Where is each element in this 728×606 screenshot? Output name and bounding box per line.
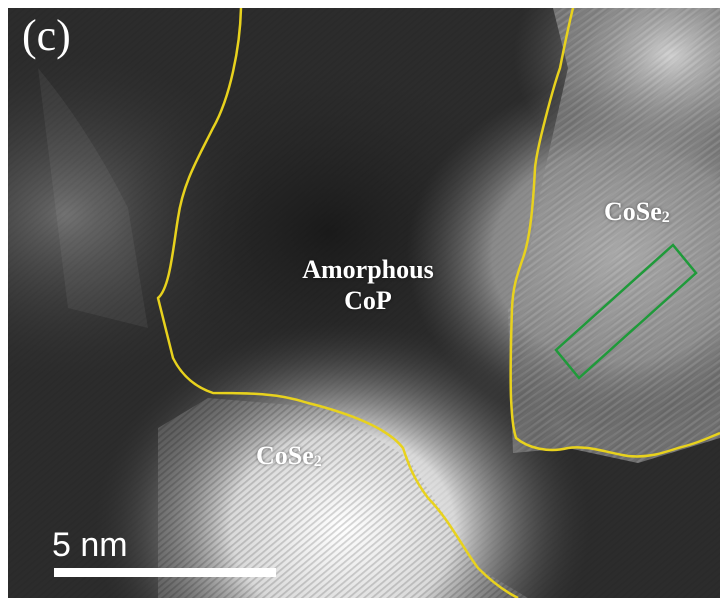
cop-label: CoP xyxy=(344,286,392,316)
cose2-bottom-base: CoSe xyxy=(256,441,314,470)
selection-box xyxy=(554,243,698,380)
cose2-right-base: CoSe xyxy=(604,197,662,226)
micrograph-image xyxy=(8,8,720,598)
amorphous-label: Amorphous xyxy=(302,255,434,284)
region-label-cose2-right: CoSe2 xyxy=(604,196,670,227)
region-label-amorphous-cop: Amorphous CoP xyxy=(278,254,458,316)
scale-bar xyxy=(54,568,276,577)
scale-bar-label: 5 nm xyxy=(52,526,128,564)
boundary-line-right xyxy=(509,8,720,458)
region-label-cose2-bottom: CoSe2 xyxy=(256,440,322,471)
panel-label: (c) xyxy=(22,11,71,60)
cose2-bottom-subscript: 2 xyxy=(313,453,322,470)
tem-micrograph: (c) Amorphous CoP CoSe2 CoSe2 5 nm xyxy=(8,8,720,598)
boundary-line-left xyxy=(156,8,519,598)
cose2-right-subscript: 2 xyxy=(661,209,670,226)
